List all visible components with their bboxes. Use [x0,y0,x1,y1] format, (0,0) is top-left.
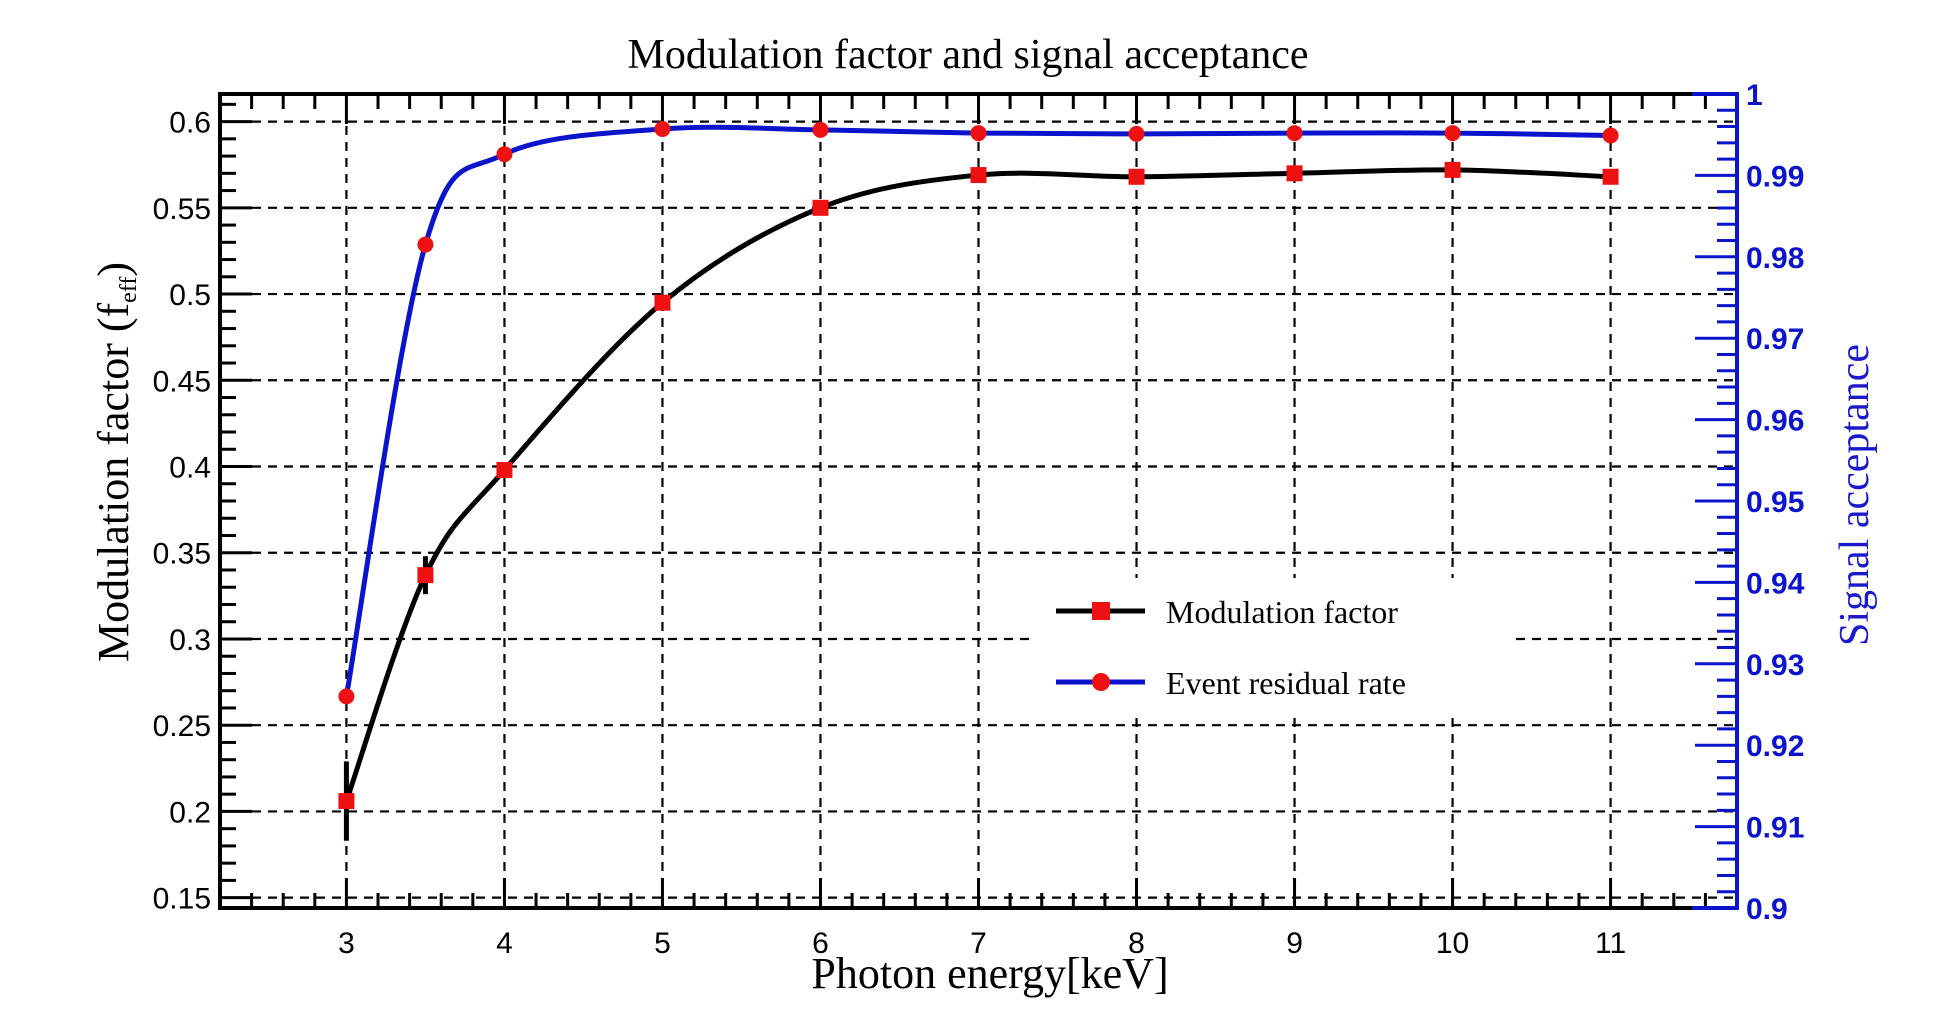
legend-label-event-residual-rate: Event residual rate [1166,665,1406,701]
x-tick-label: 3 [338,927,355,960]
legend-marker-circle [1092,673,1110,691]
y2-tick-label: 0.92 [1746,730,1804,763]
y-axis-label-subscript: eff [116,277,142,303]
data-point-modulation-factor [496,461,513,478]
y2-tick-label: 0.96 [1746,405,1804,438]
y2-tick-label: 0.98 [1746,242,1804,275]
y-tick-label: 0.15 [153,883,211,916]
data-point-event-residual-rate [812,121,829,138]
legend-background [1030,578,1510,718]
y2-tick-label: 1 [1746,79,1763,112]
data-point-modulation-factor [654,294,671,311]
data-point-event-residual-rate [1444,125,1461,142]
data-point-modulation-factor [1444,161,1461,178]
y2-tick-label: 0.93 [1746,649,1804,682]
x-tick-label: 9 [1286,927,1303,960]
y-tick-label: 0.2 [169,796,211,829]
data-point-modulation-factor [338,793,355,810]
x-tick-label: 7 [970,927,987,960]
data-point-event-residual-rate [1286,125,1303,142]
data-point-modulation-factor [1286,165,1303,182]
series-line-modulation-factor [344,167,1611,802]
y-axis-label: Modulation factor (feff) [89,262,142,662]
data-point-modulation-factor [1602,168,1619,185]
data-point-event-residual-rate [1602,127,1619,144]
y-tick-label: 0.3 [169,624,211,657]
series-layer [338,121,1619,841]
y2-tick-label: 0.94 [1746,567,1805,600]
data-point-event-residual-rate [654,121,671,138]
y-tick-label: 0.5 [169,279,211,312]
legend: Modulation factor Event residual rate [1056,594,1406,701]
data-point-event-residual-rate [417,236,434,253]
data-point-event-residual-rate [1128,125,1145,142]
data-point-modulation-factor [417,567,434,584]
legend-item-modulation-factor: Modulation factor [1056,594,1398,630]
x-tick-label: 5 [654,927,671,960]
y-axis-label-close: ) [89,262,138,277]
grid [220,94,1737,908]
x-axis-label: Photon energy[keV] [811,949,1168,998]
axis-ticks [218,92,1739,910]
data-point-modulation-factor [970,167,987,184]
y-tick-label: 0.35 [153,538,211,571]
tick-labels: 3 4 5 6 7 8 9 10 11 0.15 0.2 0.25 0.3 0.35 0.4 0.45 0.5 0… [153,79,1805,960]
plot-frame [218,92,1739,910]
data-point-event-residual-rate [338,688,355,705]
x-tick-label: 4 [496,927,513,960]
y2-tick-label: 0.97 [1746,323,1804,356]
y-tick-label: 0.45 [153,365,211,398]
y2-tick-label: 0.95 [1746,486,1804,519]
x-tick-label: 6 [812,927,829,960]
legend-item-event-residual-rate: Event residual rate [1056,665,1406,701]
x-tick-label: 11 [1595,927,1626,960]
y2-tick-label: 0.99 [1746,160,1804,193]
y-tick-label: 0.6 [169,107,211,140]
data-point-event-residual-rate [496,146,513,163]
legend-label-modulation-factor: Modulation factor [1166,594,1398,630]
x-tick-label: 10 [1436,927,1469,960]
data-point-event-residual-rate [970,125,987,142]
data-point-modulation-factor [1128,168,1145,185]
y2-tick-label: 0.91 [1746,812,1804,845]
y-tick-label: 0.55 [153,193,211,226]
y2-axis-label: Signal acceptance [1832,344,1878,646]
legend-marker-square [1092,602,1110,620]
data-point-modulation-factor [812,199,829,216]
y-tick-label: 0.4 [169,452,211,485]
y-tick-label: 0.25 [153,710,211,743]
y2-tick-label: 0.9 [1746,893,1788,926]
x-tick-label: 8 [1128,927,1145,960]
chart-title: Modulation factor and signal acceptance [627,32,1308,78]
y-axis-label-main: Modulation factor (f [89,302,138,662]
